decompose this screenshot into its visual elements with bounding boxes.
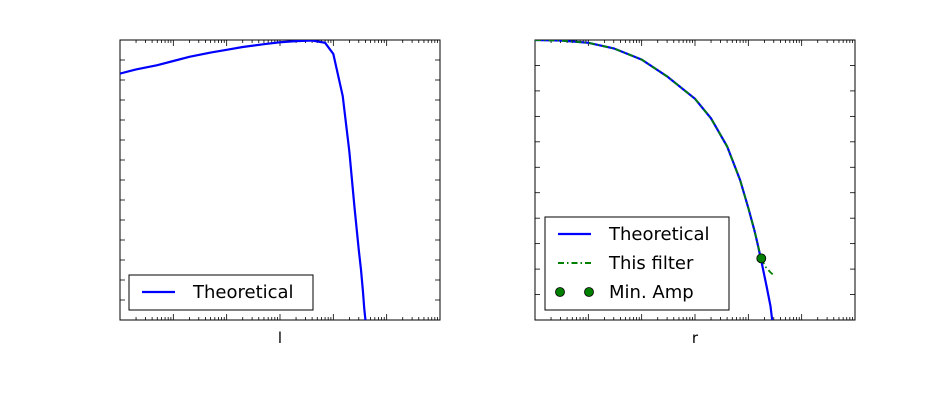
legend: Theoretical xyxy=(128,274,314,311)
marker-min-amp xyxy=(756,253,767,264)
series-group xyxy=(535,40,775,320)
panel-1: l Theoretical xyxy=(119,39,441,347)
plot-frame xyxy=(119,39,441,321)
series-line-1 xyxy=(120,40,367,320)
x-ticks xyxy=(119,40,438,320)
y-ticks xyxy=(535,65,855,295)
series-group xyxy=(120,40,367,320)
legend-handle xyxy=(584,287,594,297)
legend-handle xyxy=(555,287,565,297)
legend: Theoretical This filter Min. Amp xyxy=(544,216,730,311)
panel-2: r Theoretical This filter Min. Amp xyxy=(534,39,856,347)
legend-label: Theoretical xyxy=(608,224,710,245)
legend-label: Theoretical xyxy=(192,282,294,303)
x-axis-label: r xyxy=(692,329,699,347)
legend-label: This filter xyxy=(608,253,694,274)
y-ticks xyxy=(120,59,440,301)
x-ticks xyxy=(534,40,853,320)
legend-label: Min. Amp xyxy=(609,282,694,303)
x-axis-label: l xyxy=(278,329,282,347)
